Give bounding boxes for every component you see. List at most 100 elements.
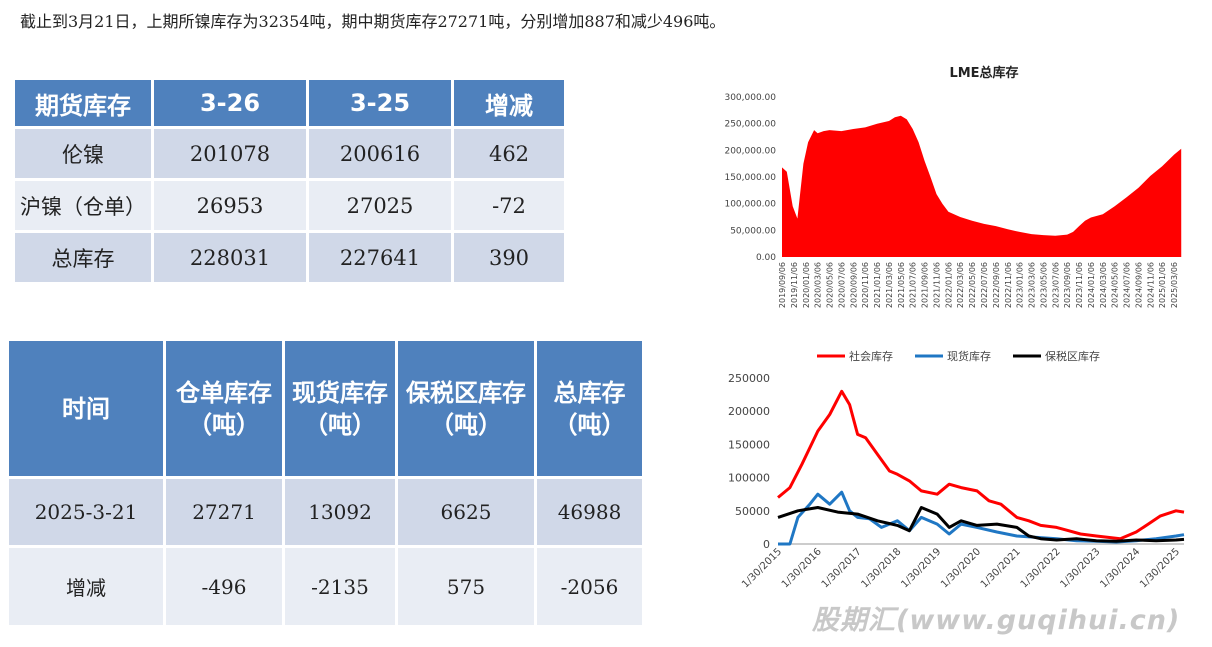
x-tick-label: 1/30/2021	[979, 546, 1023, 590]
domestic-inventory-table: 时间 仓单库存（吨） 现货库存（吨） 保税区库存（吨） 总库存（吨） 2025-…	[6, 338, 645, 628]
y-tick-label: 0.00	[756, 253, 776, 263]
x-tick-label: 2021/07/06	[909, 262, 918, 308]
y-tick-label: 250,000.00	[724, 120, 776, 130]
x-tick-label: 1/30/2018	[859, 546, 903, 590]
summary-text: 截止到3月21日，上期所镍库存为32354吨，期中期货库存27271吨，分别增加…	[20, 12, 726, 31]
area-series	[782, 115, 1182, 257]
table-row: 总库存 228031 227641 390	[15, 233, 564, 282]
table-cell: 总库存	[15, 233, 151, 282]
x-tick-label: 2019/09/06	[778, 262, 787, 308]
y-tick-label: 0	[763, 538, 770, 551]
x-tick-label: 1/30/2019	[899, 546, 943, 590]
header-cell: 增减	[454, 80, 564, 126]
header-cell: 时间	[9, 341, 163, 476]
x-tick-label: 2022/05/06	[968, 262, 977, 308]
y-tick-label: 100000	[728, 472, 770, 485]
y-tick-label: 150,000.00	[724, 173, 776, 183]
x-tick-label: 2024/07/06	[1123, 262, 1132, 308]
x-tick-label: 2022/03/06	[956, 262, 965, 308]
table-cell: 575	[398, 548, 534, 625]
x-tick-label: 1/30/2015	[740, 546, 784, 590]
header-cell: 仓单库存（吨）	[166, 341, 282, 476]
header-cell: 期货库存	[15, 80, 151, 126]
x-tick-label: 2022/07/06	[980, 262, 989, 308]
header-cell: 保税区库存（吨）	[398, 341, 534, 476]
header-cell: 3-26	[154, 80, 306, 126]
series-line	[777, 506, 1185, 543]
table-cell: 200616	[309, 129, 451, 178]
table-row: 2025-3-21 27271 13092 6625 46988	[9, 479, 642, 545]
x-tick-label: 2025/03/06	[1170, 262, 1179, 308]
x-tick-label: 2024/09/06	[1135, 262, 1144, 308]
y-tick-label: 300,000.00	[724, 93, 776, 103]
x-tick-label: 2024/11/06	[1146, 262, 1155, 308]
table-cell: 462	[454, 129, 564, 178]
table-cell: -72	[454, 181, 564, 230]
y-tick-label: 250000	[728, 372, 770, 385]
header-cell: 总库存（吨）	[537, 341, 642, 476]
chart-title: LME总库存	[949, 65, 1018, 81]
x-tick-label: 1/30/2022	[1019, 546, 1063, 590]
y-tick-label: 50,000.00	[730, 226, 776, 236]
table-cell: 46988	[537, 479, 642, 545]
x-tick-label: 1/30/2023	[1058, 546, 1102, 590]
table-cell: -2056	[537, 548, 642, 625]
x-tick-label: 2021/09/06	[921, 262, 930, 308]
x-tick-label: 1/30/2025	[1138, 546, 1182, 590]
y-tick-label: 200000	[728, 405, 770, 418]
table-cell: 2025-3-21	[9, 479, 163, 545]
watermark: 股期汇(www.guqihui.cn)	[812, 605, 1181, 636]
x-tick-label: 1/30/2016	[780, 546, 824, 590]
x-tick-label: 2024/05/06	[1111, 262, 1120, 308]
header-cell: 现货库存（吨）	[285, 341, 395, 476]
table-cell: 27025	[309, 181, 451, 230]
table-cell: -2135	[285, 548, 395, 625]
x-tick-label: 2021/11/06	[933, 262, 942, 308]
x-tick-label: 2025/01/06	[1158, 262, 1167, 308]
table-cell: 增减	[9, 548, 163, 625]
x-tick-label: 2020/01/06	[802, 262, 811, 308]
y-tick-label: 100,000.00	[724, 200, 776, 210]
x-tick-label: 2023/05/06	[1039, 262, 1048, 308]
table-header-row: 期货库存 3-26 3-25 增减	[15, 80, 564, 126]
x-tick-label: 2024/01/06	[1087, 262, 1096, 308]
table-cell: 27271	[166, 479, 282, 545]
x-tick-label: 2023/01/06	[1016, 262, 1025, 308]
x-tick-label: 2020/05/06	[826, 262, 835, 308]
table-cell: 390	[454, 233, 564, 282]
x-tick-label: 1/30/2020	[939, 546, 983, 590]
table-row: 增减 -496 -2135 575 -2056	[9, 548, 642, 625]
table-cell: 201078	[154, 129, 306, 178]
x-tick-label: 2020/07/06	[837, 262, 846, 308]
x-tick-label: 2020/09/06	[849, 262, 858, 308]
legend-label: 现货库存	[947, 349, 991, 363]
table-cell: 6625	[398, 479, 534, 545]
x-tick-label: 2020/11/06	[861, 262, 870, 308]
table-cell: 伦镍	[15, 129, 151, 178]
table-row: 伦镍 201078 200616 462	[15, 129, 564, 178]
x-tick-label: 2023/11/06	[1075, 262, 1084, 308]
lme-inventory-chart: LME总库存 0.00 50,000.00 100,000.00 150,000.00 2…	[724, 65, 1182, 308]
table-cell: 228031	[154, 233, 306, 282]
legend-label: 保税区库存	[1045, 349, 1100, 363]
x-tick-label: 2020/03/06	[814, 262, 823, 308]
table-header-row: 时间 仓单库存（吨） 现货库存（吨） 保税区库存（吨） 总库存（吨）	[9, 341, 642, 476]
x-tick-label: 2022/01/06	[944, 262, 953, 308]
x-tick-label: 2024/03/06	[1099, 262, 1108, 308]
x-tick-label: 1/30/2017	[820, 546, 864, 590]
table-cell: 26953	[154, 181, 306, 230]
table-cell: 13092	[285, 479, 395, 545]
x-tick-label: 2023/09/06	[1063, 262, 1072, 308]
x-tick-label: 2021/03/06	[885, 262, 894, 308]
y-tick-label: 150000	[728, 438, 770, 451]
x-tick-label: 1/30/2024	[1098, 546, 1142, 590]
y-tick-label: 50000	[735, 505, 770, 518]
legend-label: 社会库存	[849, 349, 893, 363]
x-tick-label: 2022/09/06	[992, 262, 1001, 308]
table-row: 沪镍（仓单） 26953 27025 -72	[15, 181, 564, 230]
table-cell: -496	[166, 548, 282, 625]
futures-inventory-table: 期货库存 3-26 3-25 增减 伦镍 201078 200616 462 沪…	[12, 77, 567, 285]
domestic-inventory-chart: 社会库存 现货库存 保税区库存 0 50000 100000 150000 200000 250…	[728, 349, 1185, 590]
header-cell: 3-25	[309, 80, 451, 126]
y-tick-label: 200,000.00	[724, 146, 776, 156]
